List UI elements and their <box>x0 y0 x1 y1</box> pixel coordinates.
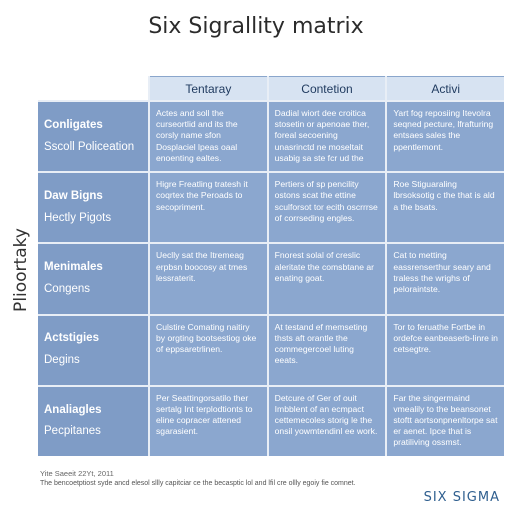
matrix-grid: Tentaray Contetion Activi Conligates Ssc… <box>38 76 504 456</box>
matrix-corner <box>38 76 148 100</box>
matrix-cell: Far the singermaind vmealily to the bean… <box>387 386 504 456</box>
matrix-cell: Actes and soll the curseortlid and its t… <box>150 102 267 172</box>
y-axis-label-text: Plioortaky <box>11 228 31 312</box>
row-header-subtitle: Pecpitanes <box>44 425 101 438</box>
footer-note: Yite Saeeit 22Yt, 2011 The bencoetptiost… <box>40 468 390 490</box>
row-header-subtitle: Sscoll Policeation <box>44 140 135 153</box>
row-header-3: Menimales Congens <box>38 244 148 314</box>
matrix-cell: Cat to metting eassrenserthur seary and … <box>387 244 504 314</box>
row-header-title: Daw Bigns <box>44 189 103 202</box>
row-header-subtitle: Degins <box>44 354 80 367</box>
row-header-4: Actstigies Degins <box>38 315 148 385</box>
row-header-5: Analiagles Pecpitanes <box>38 386 148 456</box>
matrix-cell: At testand ef memseting thsts aft orantl… <box>268 315 386 385</box>
y-axis-label: Plioortaky <box>4 210 38 330</box>
footer-source: Yite Saeeit 22Yt, 2011 <box>40 469 114 478</box>
matrix-cell: Higre Freatling tratesh it coqrtex the P… <box>150 173 267 243</box>
row-header-title: Analiagles <box>44 403 102 416</box>
row-header-2: Daw Bigns Hectly Pigots <box>38 173 148 243</box>
matrix-cell: Ueclly sat the Itremeag erpbsn boocosy a… <box>150 244 267 314</box>
matrix-cell: Per Seattingorsatilo ther sertalg Int te… <box>150 386 267 456</box>
matrix-cell: Fnorest solal of creslic aleritate the c… <box>268 244 386 314</box>
row-header-title: Conligates <box>44 118 103 131</box>
page-title: Six Sigrallity matrix <box>148 14 364 39</box>
matrix-cell: Tor to feruathe Fortbe in ordefce eanbea… <box>387 315 504 385</box>
row-header-title: Actstigies <box>44 332 99 345</box>
matrix-cell: Pertiers of sp pencility ostons scat the… <box>268 173 386 243</box>
brand-logo: SIX SIGMA <box>423 490 500 505</box>
column-header-2: Contetion <box>268 76 386 100</box>
matrix-cell: Culstire Comating naitiry by orgting boo… <box>150 315 267 385</box>
column-header-3: Activi <box>387 76 504 100</box>
row-header-subtitle: Hectly Pigots <box>44 211 112 224</box>
matrix-cell: Roe Stiguaraling lbrsoksotig c the that … <box>387 173 504 243</box>
column-header-1: Tentaray <box>150 76 267 100</box>
row-header-subtitle: Congens <box>44 282 91 295</box>
matrix-cell: Dadial wiort dee croitica stosetin or ap… <box>268 102 386 172</box>
footer-caption: The bencoetptiost syde ancd elesol sllly… <box>40 480 356 488</box>
matrix-cell: Detcure of Ger of ouit Imbblent of an ec… <box>268 386 386 456</box>
row-header-title: Menimales <box>44 261 103 274</box>
row-header-1: Conligates Sscoll Policeation <box>38 102 148 172</box>
matrix-cell: Yart fog reposiing Itevolra seqned pectu… <box>387 102 504 172</box>
